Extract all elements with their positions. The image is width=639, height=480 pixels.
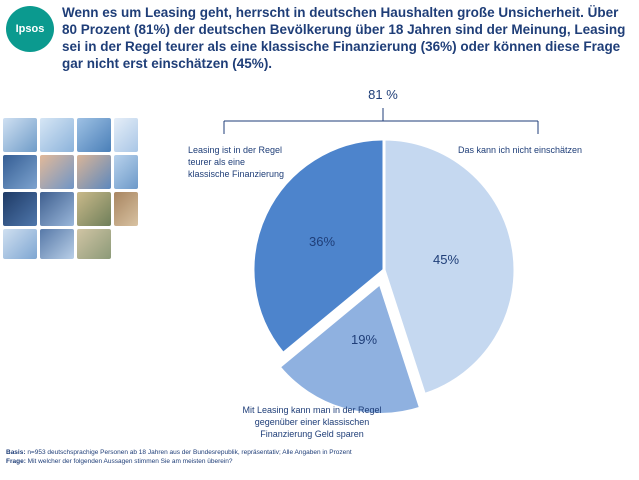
pie-value-label-1: 19%: [351, 332, 377, 347]
photo-handshake: [40, 155, 74, 189]
photo-handshake-2: [77, 155, 111, 189]
footer: Basis: n=953 deutschsprachige Personen a…: [6, 448, 626, 466]
photo-sky-2: [114, 155, 138, 189]
bracket-label: 81 %: [368, 87, 398, 102]
photo-calculator: [3, 192, 37, 226]
pie-value-label-2: 36%: [309, 234, 335, 249]
basis-text: n=953 deutschsprachige Personen ab 18 Ja…: [25, 449, 352, 456]
photo-sky: [40, 118, 74, 152]
photo-money: [77, 192, 111, 226]
pie-value-label-0: 45%: [433, 252, 459, 267]
pie-category-label-2: Leasing ist in der Regel teurer als eine k…: [188, 145, 284, 179]
photo-glass: [77, 118, 111, 152]
bracket-81: [223, 108, 539, 134]
pie-category-label-line: Finanzierung Geld sparen: [260, 429, 364, 439]
photo-bottom-2: [40, 229, 74, 259]
pie-slice-2: [251, 137, 386, 356]
pie-slice-0: [382, 137, 517, 397]
photo-hands: [3, 155, 37, 189]
pie-slice-1: [277, 280, 423, 416]
pie-category-label-line: Mit Leasing kann man in der Regel: [242, 405, 381, 415]
footer-basis: Basis: n=953 deutschsprachige Personen a…: [6, 448, 626, 457]
basis-label: Basis:: [6, 449, 26, 456]
footer-frage: Frage: Mit welcher der folgenden Aussage…: [6, 457, 626, 466]
frage-label: Frage:: [6, 458, 26, 465]
photo-building: [3, 118, 37, 152]
pie-category-label-line: klassische Finanzierung: [188, 169, 284, 179]
slide-title: Wenn es um Leasing geht, herrscht in deu…: [62, 5, 626, 71]
ipsos-logo: Ipsos: [6, 6, 54, 52]
pie-category-label-line: Das kann ich nicht einschätzen: [458, 145, 582, 155]
photo-bottom-3: [77, 229, 111, 259]
frage-text: Mit welcher der folgenden Aussagen stimm…: [25, 458, 233, 465]
photo-keyboard: [40, 192, 74, 226]
photo-bottom-1: [3, 229, 37, 259]
logo-text: Ipsos: [15, 23, 45, 35]
pie-category-label-line: gegenüber einer klassischen: [255, 417, 370, 427]
photo-office: [114, 192, 138, 226]
pie-category-label-line: Leasing ist in der Regel: [188, 145, 282, 155]
pie-category-label-1: Mit Leasing kann man in der Regel gegenüb…: [242, 405, 381, 439]
pie-category-label-line: teurer als eine: [188, 157, 245, 167]
pie-category-label-0: Das kann ich nicht einschätzen: [458, 145, 582, 155]
photo-clouds: [114, 118, 138, 152]
photo-collage: [0, 115, 140, 263]
